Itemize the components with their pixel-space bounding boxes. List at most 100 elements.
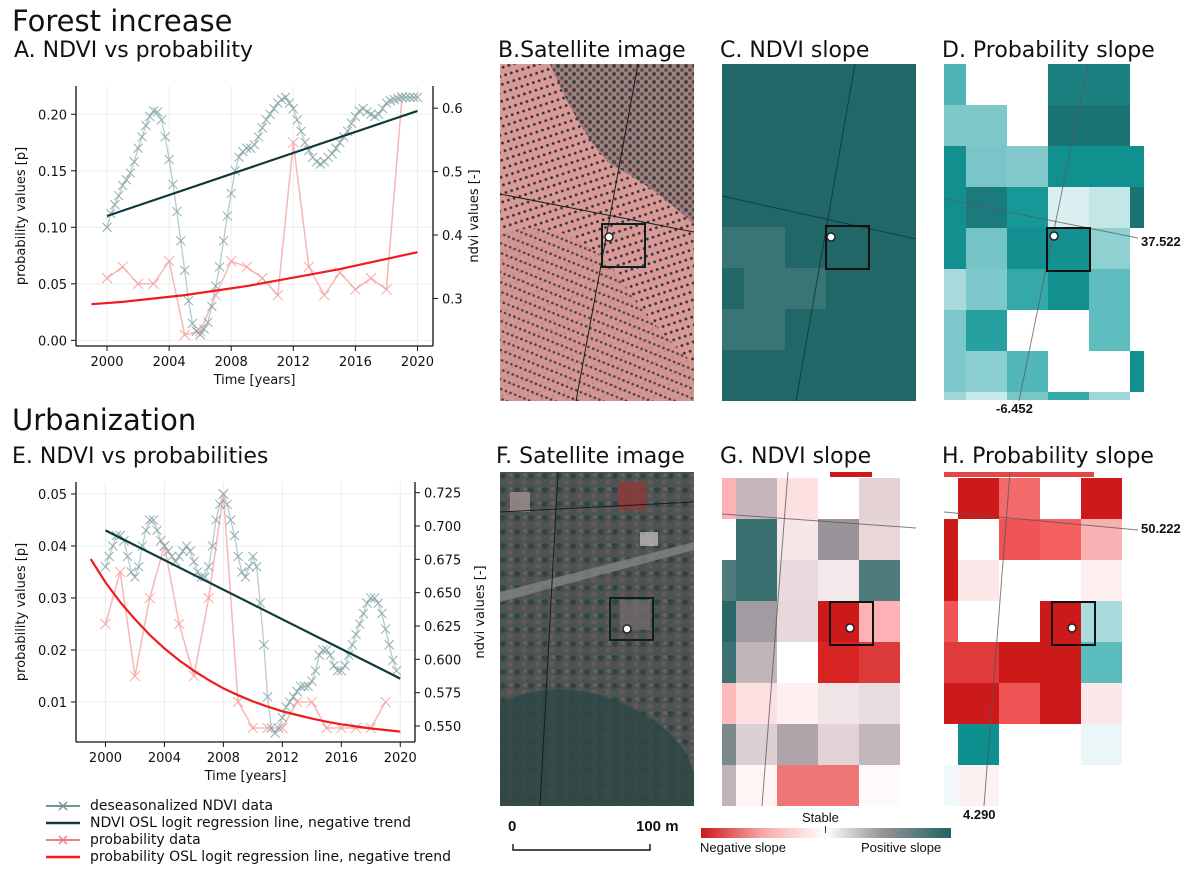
slope-cell <box>818 478 859 519</box>
data-point <box>148 515 159 525</box>
slope-cell <box>818 560 859 601</box>
panel-title-c: C. NDVI slope <box>720 38 870 63</box>
slope-cell <box>1048 392 1089 400</box>
slope-cell <box>966 351 1007 392</box>
slope-cell <box>777 601 818 642</box>
x-tick-label: 2016 <box>325 751 358 766</box>
slope-cell <box>1040 642 1081 683</box>
data-point <box>140 120 151 131</box>
colorbar <box>701 828 951 838</box>
data-point <box>276 722 288 734</box>
slope-cell <box>818 683 859 724</box>
y-tick-label: 0.15 <box>38 165 67 180</box>
slope-cell <box>958 724 999 765</box>
slope-cell <box>944 187 966 228</box>
satellite-image-urban <box>500 472 694 806</box>
data-point <box>218 489 229 499</box>
data-point <box>350 111 361 122</box>
data-point <box>229 530 240 541</box>
data-point <box>203 317 213 328</box>
legend-item-probability-regression: probability OSL logit regression line, n… <box>46 848 451 866</box>
data-point <box>265 109 275 120</box>
y-tick-label-right: 0.700 <box>424 520 461 535</box>
grid-line <box>575 64 639 401</box>
data-point <box>114 566 126 578</box>
data-point <box>365 593 376 603</box>
section-title-urban: Urbanization <box>12 403 197 437</box>
slope-cell <box>944 310 966 351</box>
data-point <box>163 546 174 557</box>
data-point <box>152 525 162 536</box>
data-point <box>187 318 198 329</box>
data-point <box>130 572 140 583</box>
data-point <box>377 103 388 114</box>
coord-label-h-bottom: 4.290 <box>963 807 996 822</box>
slope-cell <box>736 724 777 765</box>
data-point <box>412 92 423 103</box>
slope-cell <box>999 642 1040 683</box>
series-line-1 <box>106 109 418 218</box>
slope-cell <box>1089 146 1130 187</box>
panel-title-f: F. Satellite image <box>496 444 685 469</box>
data-point <box>340 660 350 671</box>
slope-cell <box>722 478 736 519</box>
data-point <box>314 650 325 661</box>
slope-cell <box>944 392 966 400</box>
slope-cell <box>944 146 966 187</box>
data-point <box>174 551 185 562</box>
data-point <box>249 139 260 150</box>
data-point <box>336 665 347 676</box>
data-point <box>365 272 377 284</box>
slope-cell <box>1007 228 1048 269</box>
y-tick-label-right: 0.575 <box>424 687 461 702</box>
data-point <box>318 289 330 301</box>
data-point <box>296 126 306 137</box>
y-tick-label-right: 0.675 <box>424 553 461 568</box>
x-axis-label: Time [years] <box>204 769 287 784</box>
slope-cell <box>1089 64 1130 105</box>
y-tick-label: 0.10 <box>38 221 67 236</box>
selection-box <box>601 223 646 268</box>
location-marker <box>604 232 614 242</box>
legend-label: NDVI OSL logit regression line, negative… <box>90 815 412 831</box>
data-point <box>262 691 273 702</box>
scalebar <box>512 844 651 851</box>
data-point <box>327 148 337 159</box>
selection-box <box>1046 227 1091 272</box>
slope-cell <box>944 105 966 146</box>
slope-cell <box>818 601 859 642</box>
slope-cell <box>966 105 1007 146</box>
y-tick-label: 0.01 <box>38 696 67 711</box>
data-point <box>281 702 291 713</box>
slope-cell <box>944 228 966 269</box>
series-line-2 <box>104 493 387 729</box>
selection-box <box>825 225 870 270</box>
data-point <box>206 301 217 312</box>
colorbar-positive-label: Positive slope <box>861 840 942 855</box>
slope-cell <box>966 310 1007 351</box>
slope-cell <box>722 560 736 601</box>
slope-cell <box>859 765 900 806</box>
data-point <box>225 515 236 525</box>
data-point <box>306 696 318 708</box>
y-tick-label: 0.05 <box>38 278 67 293</box>
ndvi-slope-map-urban <box>722 472 917 806</box>
data-point <box>408 92 419 103</box>
legend-swatch-ndvi-regression <box>46 821 80 825</box>
legend-label: probability data <box>90 832 201 848</box>
grid-line <box>944 511 1139 531</box>
data-point <box>350 284 361 295</box>
data-point <box>300 137 310 148</box>
data-point <box>179 265 190 276</box>
field-area <box>500 689 694 806</box>
slope-cell <box>966 392 1007 400</box>
data-point <box>369 593 380 603</box>
chart-e: 2000 2004 2008 2012 2016 2020 0.01 0.02 0.03 0.04… <box>14 482 488 784</box>
y-tick-label: 0.02 <box>38 644 67 659</box>
location-marker <box>1067 623 1077 633</box>
slope-cell <box>818 724 859 765</box>
panel-title-e: E. NDVI vs probabilities <box>12 444 269 469</box>
slope-cell <box>944 642 958 683</box>
data-point <box>195 329 206 340</box>
data-point <box>203 561 214 572</box>
